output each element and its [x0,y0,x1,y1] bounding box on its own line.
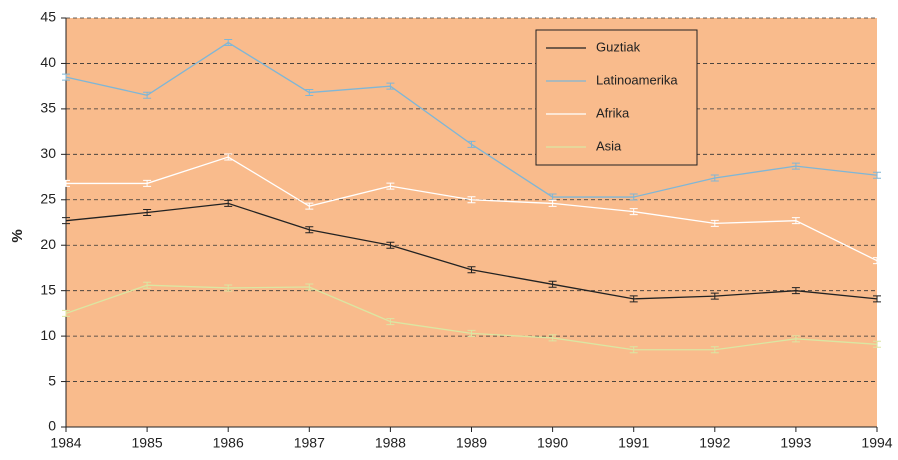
marker [467,329,476,337]
marker [629,208,638,216]
marker [143,281,152,289]
x-tick-label: 1992 [699,435,730,451]
marker [224,153,233,161]
marker [305,89,314,97]
y-tick-label: 25 [40,190,56,206]
marker [305,202,314,210]
x-tick-label: 1991 [618,435,649,451]
x-tick-label: 1984 [50,435,81,451]
marker [467,266,476,274]
marker [873,340,881,348]
marker [467,140,476,148]
marker [224,199,233,207]
marker [791,162,800,170]
x-tick-label: 1988 [375,435,406,451]
marker [305,283,314,291]
marker [629,346,638,354]
y-tick-label: 35 [40,100,56,116]
marker [548,199,557,207]
marker [62,73,70,81]
marker [710,219,719,227]
x-tick-label: 1993 [780,435,811,451]
y-tick-label: 40 [40,54,56,70]
legend-label: Asia [596,138,622,153]
marker [386,241,395,249]
y-tick-label: 5 [48,372,56,388]
y-axis-label: % [9,229,26,242]
marker [548,280,557,288]
marker [873,257,881,265]
marker [224,284,233,292]
marker [467,196,476,204]
x-tick-label: 1989 [456,435,487,451]
marker [143,91,152,99]
marker [386,182,395,190]
y-tick-label: 10 [40,327,56,343]
marker [386,82,395,90]
legend-label: Guztiak [596,39,641,54]
x-tick-label: 1985 [132,435,163,451]
y-tick-label: 30 [40,145,56,161]
marker [791,335,800,343]
marker [710,346,719,354]
y-tick-label: 45 [40,9,56,25]
marker [386,318,395,326]
x-tick-label: 1990 [537,435,568,451]
marker [305,226,314,234]
marker [629,193,638,201]
marker [873,295,881,303]
legend-label: Latinoamerika [596,72,678,87]
marker [224,39,233,47]
marker [791,217,800,225]
x-tick-label: 1994 [861,435,892,451]
marker [62,309,70,317]
marker [62,179,70,187]
marker [873,171,881,179]
y-tick-label: 15 [40,281,56,297]
legend-label: Afrika [596,105,630,120]
marker [143,209,152,217]
marker [710,174,719,182]
legend-box [535,29,698,166]
marker [62,217,70,225]
x-tick-label: 1986 [213,435,244,451]
y-tick-label: 20 [40,236,56,252]
marker [710,292,719,300]
y-tick-label: 0 [48,418,56,434]
marker [791,287,800,295]
marker [548,334,557,342]
marker [143,179,152,187]
x-tick-label: 1987 [294,435,325,451]
marker [629,295,638,303]
